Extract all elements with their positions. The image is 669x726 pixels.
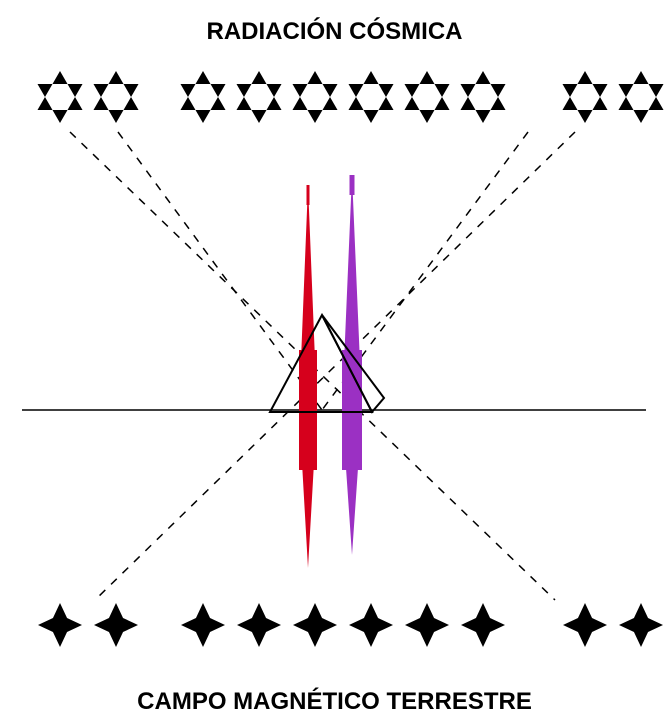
cosmic-star-icon (348, 71, 393, 123)
magnetic-star-icon (237, 603, 281, 647)
magnetic-star-icon (461, 603, 505, 647)
ray-line (95, 132, 575, 600)
cosmic-star-icon (236, 71, 281, 123)
magnetic-star-icon (405, 603, 449, 647)
beam-core (299, 350, 317, 470)
cosmic-star-icon (93, 71, 138, 123)
beam-core (342, 350, 362, 470)
magnetic-star-icon (293, 603, 337, 647)
magnetic-star-icon (181, 603, 225, 647)
beam-tip (350, 175, 355, 195)
beam-tip (307, 185, 310, 205)
magnetic-star-icon (94, 603, 138, 647)
magnetic-star-icon (563, 603, 607, 647)
cosmic-star-icon (618, 71, 663, 123)
cosmic-star-icon (180, 71, 225, 123)
cosmic-star-icon (460, 71, 505, 123)
magnetic-star-icon (619, 603, 663, 647)
magnetic-star-icon (38, 603, 82, 647)
magnetic-star-icon (349, 603, 393, 647)
diagram-canvas (0, 0, 669, 726)
cosmic-star-icon (562, 71, 607, 123)
cosmic-star-icon (404, 71, 449, 123)
ray-line (118, 132, 322, 410)
cosmic-star-icon (292, 71, 337, 123)
cosmic-star-icon (37, 71, 82, 123)
